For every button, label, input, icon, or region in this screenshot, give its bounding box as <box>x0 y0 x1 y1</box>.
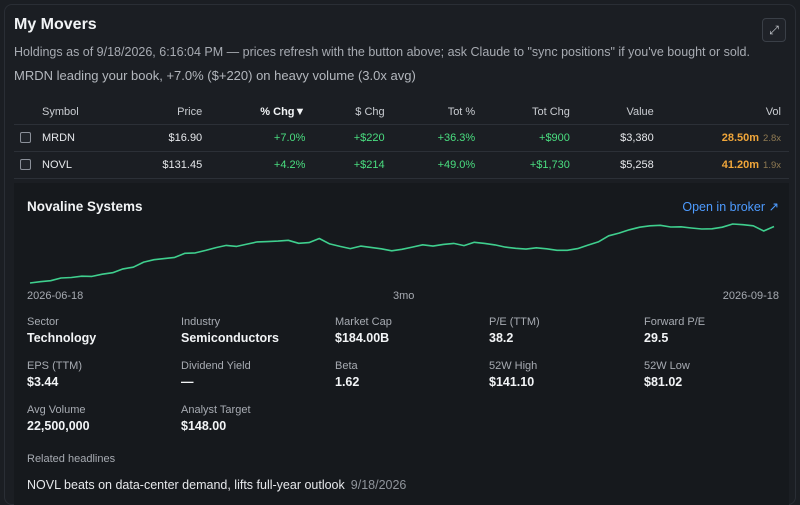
stat-value: $81.02 <box>644 375 683 389</box>
row-checkbox[interactable] <box>20 159 31 171</box>
stat-analyst-target: Analyst Target $148.00 <box>181 404 331 433</box>
expand-button[interactable]: ⤢ <box>762 18 786 42</box>
column-header-dollar-chg[interactable]: $ Chg <box>313 100 393 125</box>
book-summary: MRDN leading your book, +7.0% ($+220) on… <box>14 68 416 83</box>
stat-52w-high: 52W High $141.10 <box>489 360 639 389</box>
vol-cell: 41.20m 1.9x <box>661 151 789 179</box>
stat-52w-low: 52W Low $81.02 <box>644 360 794 389</box>
movers-card: My Movers ⤢ Holdings as of 9/18/2026, 6:… <box>4 4 796 505</box>
stat-label: Market Cap <box>335 316 392 328</box>
table-row[interactable]: NOVL $131.45 +4.2% +$214 +49.0% +$1,730 … <box>14 151 789 179</box>
holdings-subtitle: Holdings as of 9/18/2026, 6:16:04 PM — p… <box>14 45 750 59</box>
vol-value: 41.20m <box>721 158 760 171</box>
stat-label: Industry <box>181 316 221 328</box>
dollar-chg-cell: +$214 <box>313 151 393 179</box>
stat-label: Avg Volume <box>27 404 86 416</box>
tot-chg-cell: +$900 <box>483 124 578 152</box>
value-cell: $5,258 <box>577 151 662 179</box>
stat-value: $148.00 <box>181 419 227 433</box>
value-cell: $3,380 <box>577 124 662 152</box>
card-title: My Movers <box>14 16 97 33</box>
pct-chg-cell: +7.0% <box>210 124 314 152</box>
column-header-pct-chg[interactable]: % Chg▼ <box>210 100 314 125</box>
vol-value: 28.50m <box>721 131 760 144</box>
stat-beta: Beta 1.62 <box>335 360 485 389</box>
column-header-tot-pct[interactable]: Tot % <box>392 100 484 125</box>
stat-value: $3.44 <box>27 375 59 389</box>
price-cell: $131.45 <box>116 151 211 179</box>
column-header-value[interactable]: Value <box>577 100 662 125</box>
stat-label: 52W High <box>489 360 538 372</box>
stat-value: $141.10 <box>489 375 535 389</box>
column-header-symbol[interactable]: Symbol <box>36 100 116 125</box>
chart-start-date: 2026-06-18 <box>27 290 84 302</box>
stat-value: $184.00B <box>335 331 390 345</box>
holdings-table: Symbol Price % Chg▼ $ Chg Tot % Tot Chg … <box>14 100 789 179</box>
stat-pe-ttm: P/E (TTM) 38.2 <box>489 316 639 345</box>
tot-chg-cell: +$1,730 <box>483 151 578 179</box>
header-checkbox-cell <box>14 100 36 125</box>
stat-label: Beta <box>335 360 358 372</box>
stat-value: 38.2 <box>489 331 514 345</box>
price-chart <box>29 223 775 284</box>
row-checkbox[interactable] <box>20 132 31 144</box>
headline-item[interactable]: NOVL beats on data-center demand, lifts … <box>27 478 406 492</box>
symbol-cell: MRDN <box>36 124 116 152</box>
stat-value: Technology <box>27 331 97 345</box>
stat-dividend-yield: Dividend Yield — <box>181 360 331 389</box>
expand-icon: ⤢ <box>769 22 779 37</box>
dollar-chg-cell: +$220 <box>313 124 393 152</box>
tot-pct-cell: +36.3% <box>392 124 484 152</box>
row-checkbox-cell <box>14 151 36 179</box>
column-header-price[interactable]: Price <box>116 100 211 125</box>
price-cell: $16.90 <box>116 124 211 152</box>
stat-value: 22,500,000 <box>27 419 90 433</box>
headline-text[interactable]: NOVL beats on data-center demand, lifts … <box>27 478 345 492</box>
stat-value: 1.62 <box>335 375 360 389</box>
price-line <box>29 223 775 284</box>
stat-eps-ttm: EPS (TTM) $3.44 <box>27 360 177 389</box>
stat-label: Sector <box>27 316 59 328</box>
stat-label: P/E (TTM) <box>489 316 540 328</box>
chart-end-date: 2026-09-18 <box>722 290 779 302</box>
chart-range-label[interactable]: 3mo <box>393 290 415 302</box>
column-header-vol[interactable]: Vol <box>661 100 789 125</box>
vol-cell: 28.50m 2.8x <box>661 124 789 152</box>
stat-label: 52W Low <box>644 360 690 372</box>
pct-chg-cell: +4.2% <box>210 151 314 179</box>
table-header-row: Symbol Price % Chg▼ $ Chg Tot % Tot Chg … <box>14 100 789 125</box>
stat-market-cap: Market Cap $184.00B <box>335 316 485 345</box>
stat-sector: Sector Technology <box>27 316 177 345</box>
table-row[interactable]: MRDN $16.90 +7.0% +$220 +36.3% +$900 $3,… <box>14 124 789 152</box>
stat-avg-volume: Avg Volume 22,500,000 <box>27 404 177 433</box>
stat-forward-pe: Forward P/E 29.5 <box>644 316 794 345</box>
stat-value: 29.5 <box>644 331 669 345</box>
vol-multiple: 2.8x <box>763 132 781 144</box>
open-in-broker-link[interactable]: Open in broker ↗ <box>682 200 779 214</box>
stat-label: Dividend Yield <box>181 360 251 372</box>
tot-pct-cell: +49.0% <box>392 151 484 179</box>
stat-label: EPS (TTM) <box>27 360 82 372</box>
stat-value: Semiconductors <box>181 331 279 345</box>
stat-value: — <box>181 375 194 389</box>
vol-multiple: 1.9x <box>763 159 781 171</box>
stat-industry: Industry Semiconductors <box>181 316 331 345</box>
stock-detail-panel: Novaline Systems Open in broker ↗ 2026-0… <box>14 183 789 505</box>
column-header-tot-chg[interactable]: Tot Chg <box>483 100 578 125</box>
headline-date: 9/18/2026 <box>350 478 407 492</box>
stat-label: Forward P/E <box>644 316 706 328</box>
symbol-cell: NOVL <box>36 151 116 179</box>
related-headlines-label: Related headlines <box>27 453 116 465</box>
company-name: Novaline Systems <box>27 199 143 214</box>
row-checkbox-cell <box>14 124 36 152</box>
stat-label: Analyst Target <box>181 404 251 416</box>
